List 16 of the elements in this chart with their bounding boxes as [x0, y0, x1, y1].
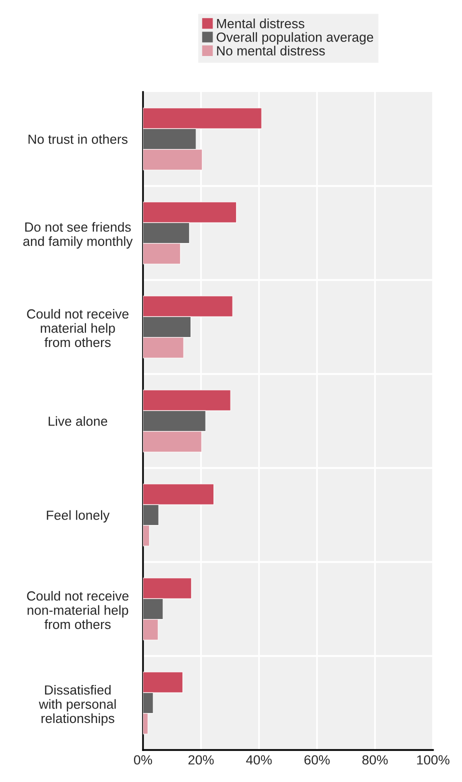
y-tick-label: Dissatisfied with personal relationships [38, 684, 116, 726]
x-tick-label: 100% [417, 755, 450, 765]
y-tick-label: Could not receive material help from others [27, 308, 128, 348]
y-tick-label: Do not see friends and family monthly [23, 222, 133, 249]
y-tick-label: Live alone [48, 416, 108, 426]
x-tick-label: 0% [134, 755, 152, 765]
legend-label: Overall population average [216, 32, 374, 44]
legend-label: Mental distress [217, 18, 304, 28]
x-tick-label: 80% [362, 755, 388, 765]
x-tick-label: 40% [246, 755, 272, 765]
x-tick-label: 60% [304, 755, 330, 765]
y-tick-label: Feel lonely [46, 510, 110, 523]
x-tick-label: 20% [188, 755, 214, 765]
y-tick-label: Could not receive non-material help from others [27, 590, 128, 630]
legend-label: No mental distress [217, 46, 325, 56]
y-tick-label: No trust in others [28, 134, 128, 144]
